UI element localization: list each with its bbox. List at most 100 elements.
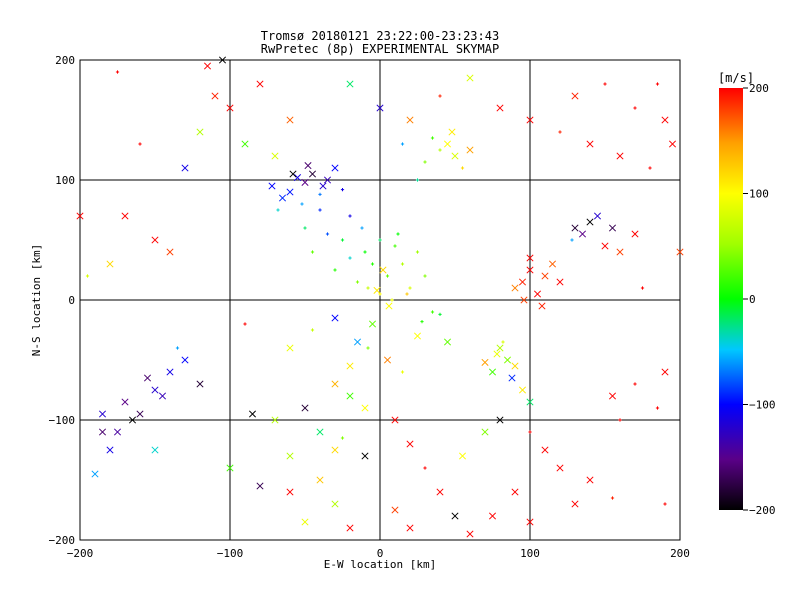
data-point	[448, 128, 456, 136]
data-point	[390, 298, 394, 302]
data-point	[286, 188, 294, 196]
data-point	[340, 436, 345, 440]
data-point	[268, 182, 276, 190]
data-point	[548, 260, 557, 268]
data-point	[376, 104, 384, 112]
data-point	[481, 428, 489, 436]
data-point	[420, 320, 424, 324]
data-point	[166, 368, 174, 376]
data-point	[121, 398, 129, 406]
data-point	[430, 136, 435, 140]
data-point	[331, 446, 339, 454]
colorbar-gradient	[719, 88, 743, 510]
data-point	[310, 250, 315, 254]
data-point	[304, 162, 312, 170]
x-tick-label: 0	[377, 547, 384, 560]
data-point	[518, 278, 527, 286]
data-point	[438, 94, 442, 98]
data-point	[301, 178, 309, 186]
data-point	[271, 416, 279, 424]
data-point	[151, 236, 159, 244]
data-point	[278, 194, 287, 202]
data-point	[481, 358, 489, 366]
data-point	[370, 262, 375, 266]
data-point	[361, 452, 369, 460]
data-point	[300, 202, 304, 206]
data-point	[128, 416, 137, 424]
data-point	[451, 152, 459, 160]
data-point	[648, 166, 652, 170]
data-point	[556, 464, 564, 472]
data-point	[571, 224, 579, 232]
data-point	[293, 174, 302, 182]
data-point	[601, 242, 609, 250]
data-point	[466, 74, 474, 82]
data-point	[316, 476, 324, 484]
data-point	[151, 386, 159, 394]
data-point	[655, 82, 660, 86]
data-point	[413, 332, 422, 340]
data-point	[378, 238, 382, 242]
data-point	[248, 410, 257, 418]
data-point	[608, 392, 617, 400]
colorbar-tick-label: −100	[749, 399, 776, 412]
data-point	[363, 250, 367, 254]
x-axis-label: E-W location [km]	[324, 558, 437, 571]
x-tick-label: −100	[217, 547, 244, 560]
data-point	[668, 140, 677, 148]
data-point	[423, 466, 427, 470]
data-point	[526, 266, 534, 274]
data-point	[76, 212, 84, 220]
data-point	[203, 62, 212, 70]
data-point	[501, 340, 505, 344]
data-point	[496, 416, 504, 424]
data-point	[226, 104, 234, 112]
data-point	[115, 70, 120, 74]
data-point	[181, 356, 189, 364]
data-point	[391, 416, 399, 424]
data-point	[443, 338, 452, 346]
data-point	[415, 178, 420, 182]
data-point	[586, 140, 594, 148]
data-point	[488, 368, 497, 376]
data-point	[400, 370, 405, 374]
data-point	[138, 142, 142, 146]
data-point	[256, 80, 264, 88]
chart-title: Tromsø 20180121 23:22:00-23:23:43	[261, 29, 499, 43]
data-point	[520, 296, 528, 304]
data-point	[166, 248, 174, 256]
data-point	[400, 262, 405, 266]
data-point	[526, 518, 534, 526]
data-point	[508, 374, 516, 382]
colorbar-tick-label: 200	[749, 82, 769, 95]
data-point	[98, 410, 107, 418]
grid	[80, 60, 680, 540]
data-point	[91, 470, 99, 478]
data-point	[385, 302, 393, 310]
y-tick-label: −100	[49, 414, 76, 427]
data-point	[676, 248, 684, 256]
data-point	[655, 406, 660, 410]
data-point	[586, 218, 594, 226]
data-point	[511, 362, 519, 370]
data-point	[373, 286, 381, 294]
data-point	[526, 116, 534, 124]
colorbar-tick-label: 0	[749, 293, 756, 306]
data-point	[318, 208, 322, 212]
y-tick-label: 200	[55, 54, 75, 67]
data-point	[571, 500, 579, 508]
data-point	[346, 392, 354, 400]
x-tick-label: 200	[670, 547, 690, 560]
data-point	[400, 142, 405, 146]
data-point	[391, 506, 399, 514]
data-point	[340, 188, 345, 192]
y-tick-label: −200	[49, 534, 76, 547]
data-point	[406, 440, 414, 448]
data-point	[593, 212, 602, 220]
data-point	[608, 224, 617, 232]
data-point	[271, 152, 279, 160]
data-point	[289, 170, 297, 178]
data-point	[85, 274, 90, 278]
data-point	[396, 232, 400, 236]
